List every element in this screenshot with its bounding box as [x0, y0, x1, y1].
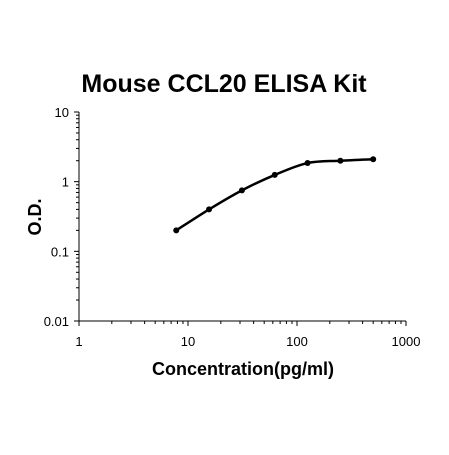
chart-title: Mouse CCL20 ELISA Kit — [81, 70, 367, 98]
axes: 1 10 100 1000 10 1 0.1 0.01 — [44, 105, 421, 349]
data-point — [173, 227, 180, 234]
data-point — [206, 206, 213, 213]
y-tick-label: 0.01 — [44, 314, 69, 329]
plot-area — [173, 156, 377, 234]
data-point — [337, 157, 344, 164]
y-tick-label: 0.1 — [51, 244, 69, 259]
data-point — [271, 171, 278, 178]
data-point — [238, 187, 245, 194]
data-point — [304, 160, 311, 167]
y-tick-label: 10 — [55, 105, 69, 120]
y-axis-title: O.D. — [25, 198, 45, 235]
x-tick-label: 10 — [181, 334, 195, 349]
x-tick-label: 1 — [75, 334, 82, 349]
data-point — [370, 156, 377, 163]
series-line — [175, 157, 374, 232]
x-axis-title: Concentration(pg/ml) — [152, 359, 334, 379]
x-tick-label: 100 — [286, 334, 308, 349]
x-tick-label: 1000 — [392, 334, 421, 349]
y-tick-label: 1 — [62, 175, 69, 190]
